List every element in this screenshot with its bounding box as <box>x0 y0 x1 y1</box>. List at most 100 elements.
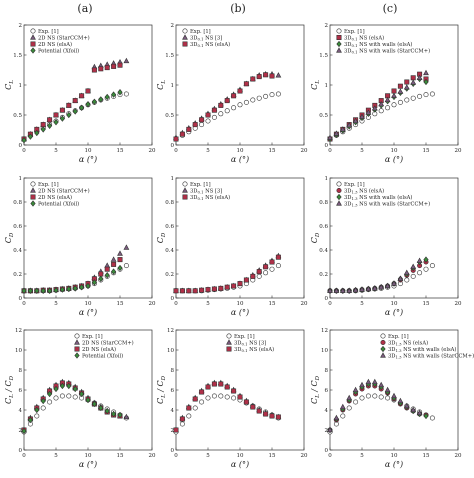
legend: Exp. [1]2D NS (StarCCM+)2D NS (elsA)Pote… <box>30 181 90 207</box>
legend-marker <box>380 339 386 345</box>
data-point <box>199 122 205 128</box>
data-point <box>391 392 397 399</box>
legend-label: Exp. [1] <box>344 29 365 35</box>
x-tick-label: 20 <box>455 301 462 307</box>
legend-label: 2D NS (StarCCM+) <box>82 339 134 346</box>
data-point <box>231 105 237 111</box>
data-point <box>91 400 97 408</box>
legend-label: 2D NS (StarCCM+) <box>38 34 90 41</box>
legend: Exp. [1]3D0.1 NS [3]3D0.1 NS (elsA) <box>182 181 230 201</box>
data-point <box>85 282 91 290</box>
data-point <box>117 257 123 263</box>
data-point <box>417 270 423 276</box>
data-point <box>397 99 403 105</box>
y-tick-label: 0.8 <box>319 200 328 206</box>
y-tick-label: 0.6 <box>319 224 328 230</box>
data-point <box>104 407 110 415</box>
legend-label: 3D1.3 NS (elsA) <box>388 339 428 346</box>
y-tick-label: 12 <box>321 328 328 334</box>
data-point <box>117 62 123 68</box>
y-tick-label: 8 <box>19 368 23 374</box>
data-point <box>410 263 417 269</box>
data-point <box>59 286 65 293</box>
y-tick-label: 0 <box>325 143 329 149</box>
data-point <box>211 286 217 292</box>
column-label-a: (a) <box>77 2 92 15</box>
data-point <box>391 102 397 108</box>
y-tick-label: 1 <box>171 176 175 182</box>
data-point <box>237 102 243 108</box>
legend-marker <box>380 345 386 353</box>
legend-label: Potential (Xfoil) <box>38 200 79 207</box>
series-3 <box>327 378 423 433</box>
x-tick-label: 15 <box>117 453 124 459</box>
data-point <box>59 115 65 122</box>
legend-marker <box>30 187 36 193</box>
data-point <box>117 411 123 419</box>
x-tick-label: 20 <box>301 301 308 307</box>
data-point <box>333 287 340 293</box>
x-axis-label: α (°) <box>385 308 403 317</box>
data-point <box>72 385 78 393</box>
data-point <box>333 130 340 136</box>
legend-label: Potential (Xfoil) <box>82 352 123 359</box>
data-point <box>123 57 130 64</box>
y-axis-label: CL / CD <box>310 375 321 404</box>
y-tick-label: 0.8 <box>13 200 22 206</box>
data-point <box>179 416 185 422</box>
y-tick-label: 2 <box>325 23 329 29</box>
data-point <box>27 287 33 294</box>
x-tick-label: 10 <box>85 301 92 307</box>
x-axis-label: α (°) <box>231 308 249 317</box>
y-tick-label: 6 <box>171 388 175 394</box>
y-tick-label: 2 <box>19 428 23 434</box>
data-point <box>186 405 192 411</box>
x-tick-label: 15 <box>423 453 430 459</box>
x-tick-label: 20 <box>455 148 462 154</box>
x-tick-label: 15 <box>117 301 124 307</box>
legend-label: 3D0.1 NS [3] <box>190 35 222 41</box>
x-tick-label: 0 <box>22 453 26 459</box>
y-tick-label: 0 <box>19 143 23 149</box>
data-point <box>263 93 269 99</box>
y-tick-label: 0 <box>325 448 329 454</box>
data-point <box>269 259 275 265</box>
data-point <box>40 397 46 405</box>
data-point <box>66 393 72 399</box>
data-point <box>211 114 217 120</box>
data-point <box>371 285 378 291</box>
data-point <box>263 270 269 276</box>
legend-marker <box>30 28 36 34</box>
y-tick-label: 1.5 <box>13 53 22 59</box>
series-2 <box>173 72 275 142</box>
data-point <box>192 405 198 411</box>
data-point <box>263 264 269 270</box>
y-tick-label: 2 <box>325 428 329 434</box>
data-point <box>256 408 262 414</box>
data-point <box>179 288 185 294</box>
x-tick-label: 10 <box>85 453 92 459</box>
data-point <box>47 122 53 129</box>
legend-marker <box>74 346 80 352</box>
x-tick-label: 20 <box>149 148 156 154</box>
x-tick-label: 15 <box>269 301 276 307</box>
x-tick-label: 15 <box>117 148 124 154</box>
legend-marker <box>336 34 342 40</box>
legend: Exp. [1]3D0.1 NS [3]3D0.1 NS (elsA) <box>182 28 230 48</box>
series-3 <box>327 257 423 293</box>
data-point <box>47 287 53 294</box>
legend: Exp. [1]3D0.1 NS [3]3D0.1 NS (elsA) <box>226 333 274 353</box>
data-point <box>327 426 333 433</box>
data-point <box>410 79 417 85</box>
x-axis-label: α (°) <box>79 155 97 164</box>
x-tick-label: 10 <box>237 453 244 459</box>
data-point <box>224 384 230 390</box>
data-point <box>224 284 230 290</box>
data-point <box>404 97 410 103</box>
legend-marker <box>226 333 232 339</box>
y-tick-label: 12 <box>167 328 174 334</box>
